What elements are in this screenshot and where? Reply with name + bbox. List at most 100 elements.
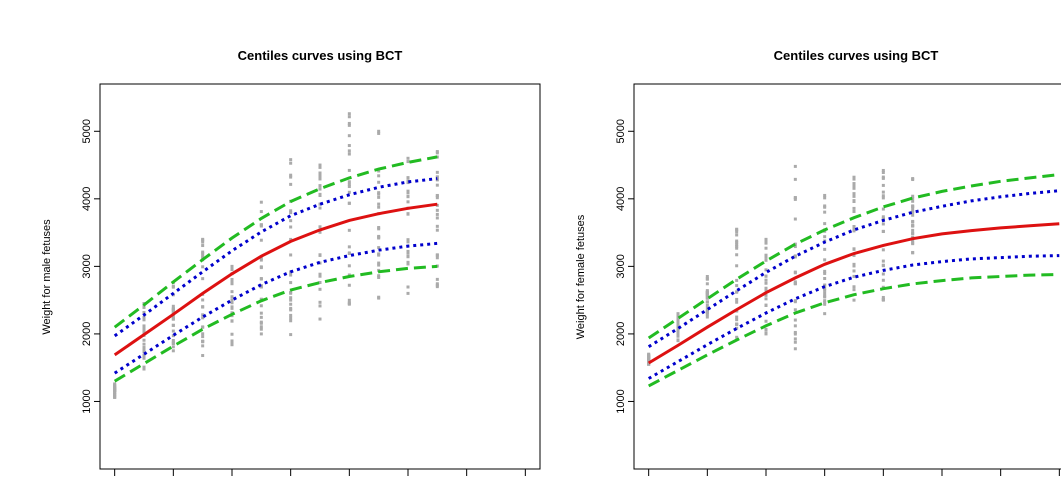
- data-point: [347, 121, 351, 125]
- data-point: [230, 282, 234, 286]
- data-point: [142, 324, 146, 328]
- data-point: [289, 302, 293, 306]
- data-point: [347, 168, 351, 172]
- data-point: [647, 359, 651, 363]
- data-point: [142, 355, 146, 359]
- data-point: [764, 278, 768, 282]
- data-point: [823, 210, 827, 214]
- y-tick-label: 3000: [81, 254, 93, 278]
- data-point: [676, 332, 680, 336]
- chart-title: Centiles curves using BCT: [774, 48, 939, 63]
- data-point: [377, 261, 381, 265]
- data-point: [377, 246, 381, 250]
- data-point: [377, 169, 381, 173]
- data-point: [881, 171, 885, 175]
- data-point: [764, 288, 768, 292]
- data-point: [230, 279, 234, 283]
- data-point: [318, 194, 322, 198]
- data-point: [318, 300, 322, 304]
- data-point: [289, 209, 293, 213]
- data-point: [347, 201, 351, 205]
- centile-curve-1: [647, 189, 1060, 348]
- data-point: [881, 183, 885, 187]
- data-point: [230, 266, 234, 270]
- centile-curve-3: [113, 241, 438, 375]
- data-point: [852, 274, 856, 278]
- data-point: [289, 291, 293, 295]
- data-point: [735, 290, 739, 294]
- data-point: [911, 213, 915, 217]
- data-point: [435, 224, 439, 228]
- data-point: [259, 277, 263, 281]
- data-point: [377, 275, 381, 279]
- data-point: [852, 227, 856, 231]
- data-point: [318, 187, 322, 191]
- data-point: [142, 310, 146, 314]
- x-axis: [648, 469, 1060, 476]
- data-point: [289, 296, 293, 300]
- data-point: [881, 217, 885, 221]
- data-point: [171, 306, 175, 310]
- data-point: [377, 129, 381, 133]
- data-point: [230, 319, 234, 323]
- data-point: [230, 332, 234, 336]
- data-point: [289, 308, 293, 312]
- data-point: [852, 262, 856, 266]
- data-point: [259, 258, 263, 262]
- data-point: [201, 344, 205, 348]
- data-point: [852, 175, 856, 179]
- data-point: [852, 264, 856, 268]
- data-point: [171, 323, 175, 327]
- data-point: [406, 179, 410, 183]
- data-point: [435, 253, 439, 257]
- data-point: [142, 346, 146, 350]
- data-point: [823, 193, 827, 197]
- data-point: [852, 253, 856, 257]
- y-tick-label: 5000: [615, 119, 627, 143]
- data-point: [735, 244, 739, 248]
- data-point: [259, 285, 263, 289]
- data-point: [201, 332, 205, 336]
- data-point: [377, 191, 381, 195]
- centile-curve-4: [113, 264, 438, 383]
- y-tick-label: 1000: [615, 389, 627, 413]
- data-point: [676, 327, 680, 331]
- data-point: [823, 204, 827, 208]
- data-point: [259, 200, 263, 204]
- data-point: [142, 331, 146, 335]
- data-point: [823, 291, 827, 295]
- data-point: [435, 176, 439, 180]
- data-point: [347, 298, 351, 302]
- data-point: [113, 384, 117, 388]
- data-point: [142, 342, 146, 346]
- data-point: [377, 195, 381, 199]
- data-point: [852, 192, 856, 196]
- data-point: [735, 278, 739, 282]
- data-point: [735, 300, 739, 304]
- data-point: [676, 315, 680, 319]
- data-point: [911, 206, 915, 210]
- data-point: [764, 253, 768, 257]
- data-point: [377, 263, 381, 267]
- data-point: [793, 245, 797, 249]
- data-point: [142, 338, 146, 342]
- data-point: [793, 197, 797, 201]
- data-point: [377, 131, 381, 135]
- data-point: [911, 219, 915, 223]
- data-point: [259, 238, 263, 242]
- data-point: [852, 247, 856, 251]
- data-point: [230, 295, 234, 299]
- data-point: [705, 282, 709, 286]
- data-point: [201, 254, 205, 258]
- data-point: [735, 243, 739, 247]
- data-point: [435, 196, 439, 200]
- data-point: [377, 226, 381, 230]
- data-point: [911, 178, 915, 182]
- data-point: [347, 152, 351, 156]
- data-point: [435, 283, 439, 287]
- data-point: [435, 208, 439, 212]
- y-tick-label: 4000: [615, 187, 627, 211]
- data-point: [406, 240, 410, 244]
- data-point: [318, 272, 322, 276]
- data-point: [289, 319, 293, 323]
